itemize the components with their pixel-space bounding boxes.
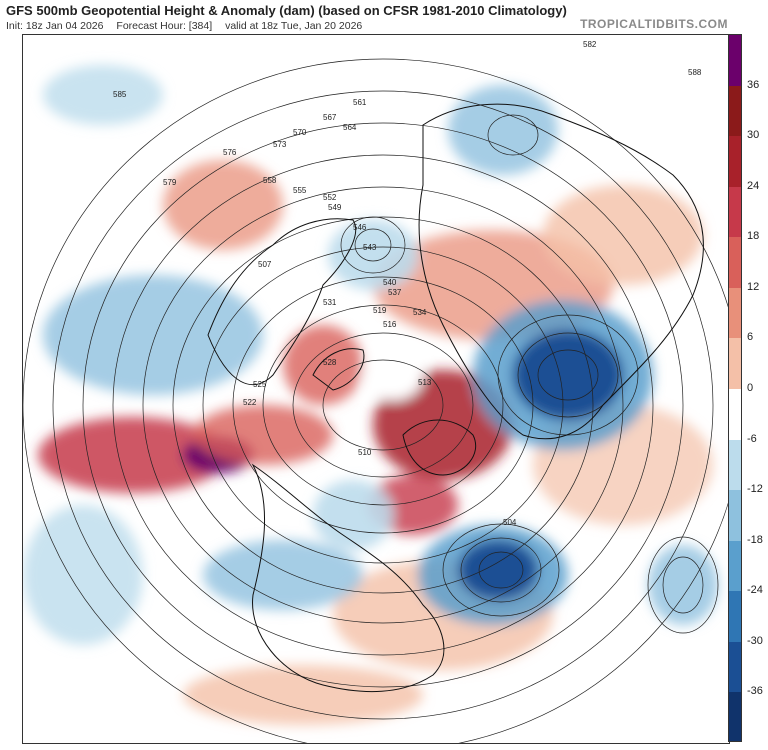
anomaly-colorbar [728,34,742,742]
contour-label: 504 [503,518,517,527]
colorbar-tick-label: -30 [747,634,763,647]
colorbar-segment [729,338,741,390]
colorbar-segment [729,641,741,693]
colorbar-segment [729,186,741,238]
colorbar-tick-label: 36 [747,78,760,91]
chart-title: GFS 500mb Geopotential Height & Anomaly … [6,3,567,18]
colorbar-segment [729,540,741,592]
colorbar-tick-label: -36 [747,685,763,698]
colorbar-segment [729,287,741,339]
chart-subtitle: Init: 18z Jan 04 2026 Forecast Hour: [38… [6,20,372,32]
coastlines [207,103,704,692]
height-anomaly-map: 582 585 579 576 573 570 567 564 561 558 555 552 549 5… [22,34,730,744]
colorbar-tick-label: 0 [747,382,754,394]
colorbar-tick-label: -6 [747,432,757,445]
contour-label: 525 [253,380,267,389]
contour-label: 570 [293,128,307,137]
contour-label: 585 [113,90,127,99]
contour-label: 546 [353,223,367,232]
forecast-hour: Forecast Hour: [384] [116,20,213,32]
contour-label: 561 [353,98,367,107]
colorbar-segment [729,439,741,491]
contour-label: 540 [383,278,397,287]
colorbar-segment [729,389,741,441]
contour-label: 552 [323,193,337,202]
contour-label: 516 [383,320,397,329]
contour-label: 564 [343,123,357,132]
contour-label: 549 [328,203,342,212]
colorbar-segment [729,35,741,87]
colorbar-tick-label: -24 [747,584,763,597]
contour-label: 519 [373,306,387,315]
contour-label: 576 [223,148,237,157]
contour-label: 579 [163,178,177,187]
contour-label: 507 [258,260,272,269]
contour-label: 567 [323,113,337,122]
contour-label: 588 [688,68,702,77]
colorbar-segment [729,136,741,188]
colorbar-tick-label: 18 [747,230,760,243]
contour-label: 582 [583,40,597,49]
contour-label: 528 [323,358,337,367]
valid-time: valid at 18z Tue, Jan 20 2026 [225,20,363,32]
contour-label: 531 [323,298,337,307]
colorbar-tick-label: -18 [747,533,763,546]
colorbar-tick-label: -12 [747,483,763,496]
colorbar-tick-label: 24 [747,179,760,192]
colorbar-tick-label: 6 [747,331,754,344]
contour-label: 510 [358,448,372,457]
contour-label: 513 [418,378,432,387]
contour-label: 537 [388,288,402,297]
colorbar-tick-label: 12 [747,280,760,293]
colorbar-segment [729,85,741,137]
anomaly-shading [23,65,718,725]
negative-anomaly-west [43,275,263,395]
init-time: Init: 18z Jan 04 2026 [6,20,104,32]
contour-label: 555 [293,186,307,195]
colorbar-segment [729,591,741,643]
brand-watermark: TROPICALTIDBITS.COM [580,17,728,31]
colorbar-segment [729,237,741,289]
height-contours [23,58,729,743]
contour-label: 534 [413,308,427,317]
contour-label: 558 [263,176,277,185]
positive-anomaly-pacific [38,417,228,493]
contour-label: 522 [243,398,257,407]
colorbar-segment [729,692,741,741]
colorbar-tick-label: 30 [747,129,760,142]
colorbar-segment [729,490,741,542]
contour-label: 573 [273,140,287,149]
contour-label: 543 [363,243,377,252]
